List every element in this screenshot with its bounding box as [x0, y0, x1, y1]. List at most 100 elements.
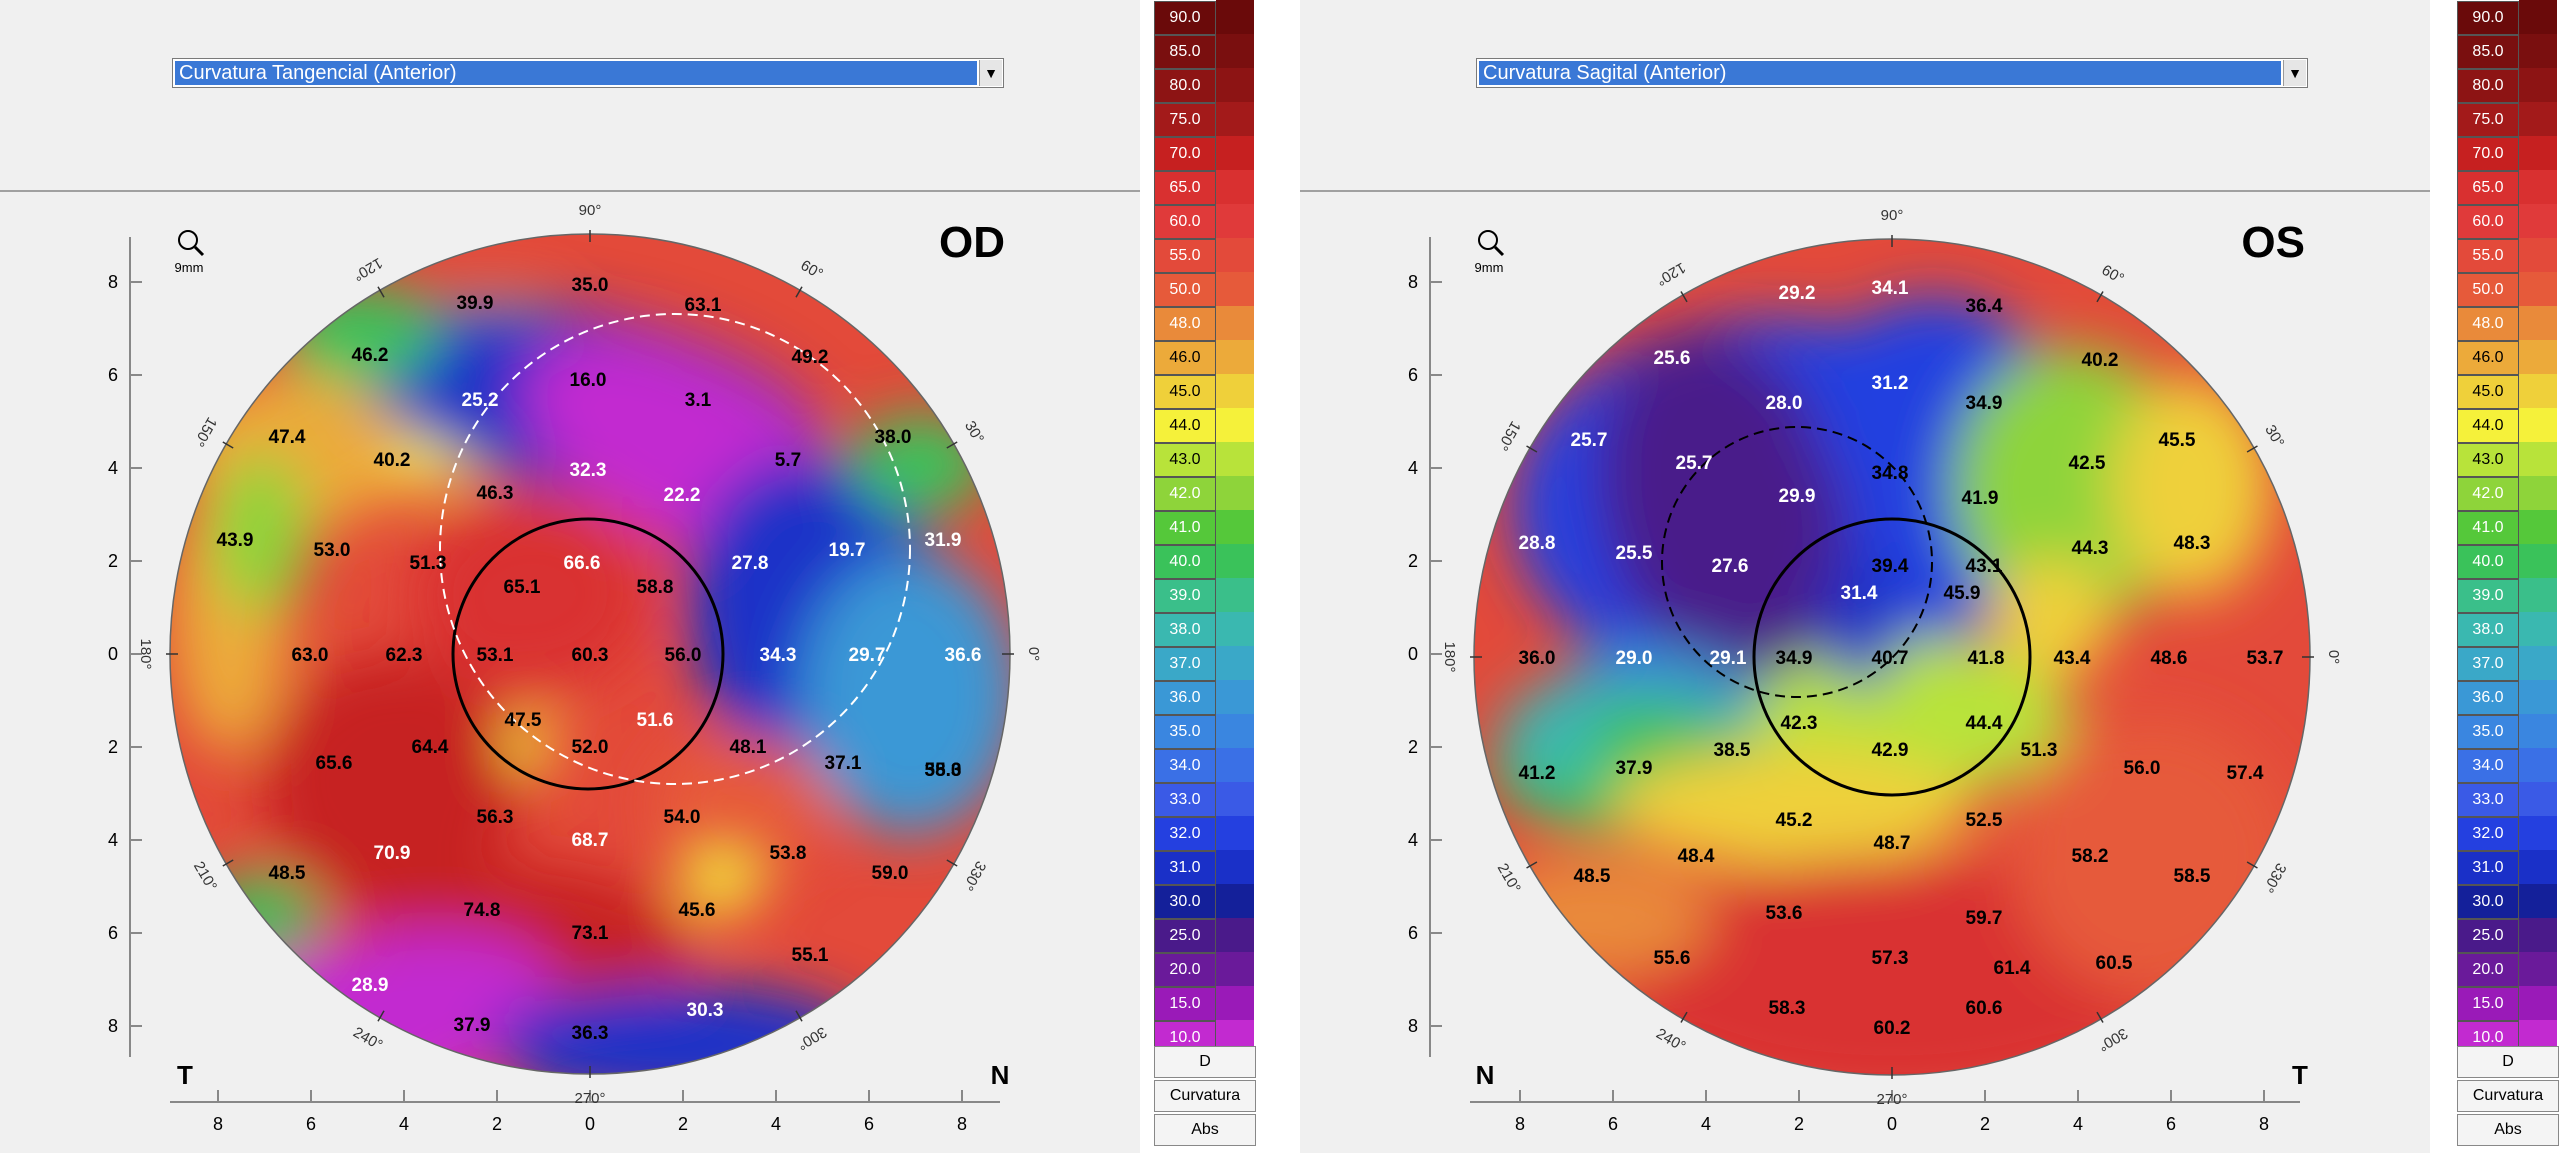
scale-row: 40.0 — [2455, 544, 2559, 579]
x-tick-label: 6 — [2166, 1114, 2176, 1134]
scale-label: 80.0 — [2457, 69, 2519, 103]
scale-type: Abs — [2457, 1114, 2559, 1146]
od-map-type-select[interactable]: Curvatura Tangencial (Anterior) ▼ — [172, 58, 1004, 88]
magnifier-icon — [178, 230, 198, 250]
map-value: 29.9 — [1779, 486, 1816, 507]
scale-swatch — [2519, 816, 2557, 850]
scale-swatch — [1216, 374, 1254, 408]
scale-label: 65.0 — [1154, 171, 1216, 205]
angle-label: 120° — [1653, 259, 1688, 289]
map-value: 55.6 — [1654, 948, 1691, 969]
scale-label: 39.0 — [1154, 579, 1216, 613]
map-region — [800, 554, 1010, 834]
scale-row: 70.0 — [2455, 136, 2559, 171]
scale-swatch — [1216, 340, 1254, 374]
scale-label: 39.0 — [2457, 579, 2519, 613]
angle-tick — [946, 859, 958, 867]
scale-row: 75.0 — [2455, 102, 2559, 137]
side-label-left: N — [1476, 1060, 1495, 1090]
scale-swatch — [2519, 782, 2557, 816]
scale-label: 37.0 — [2457, 647, 2519, 681]
color-map — [170, 234, 1010, 1074]
map-value: 34.9 — [1966, 393, 2003, 414]
y-tick-label: 0 — [108, 644, 118, 664]
map-value: 45.6 — [679, 900, 716, 921]
scale-label: 35.0 — [1154, 715, 1216, 749]
scale-row: 80.0 — [2455, 68, 2559, 103]
y-tick-label: 6 — [108, 365, 118, 385]
angle-tick — [2096, 291, 2104, 303]
map-value: 31.2 — [1872, 373, 1909, 394]
map-value: 48.5 — [1574, 866, 1611, 887]
chevron-down-icon[interactable]: ▼ — [2283, 60, 2306, 86]
scale-row: 20.0 — [2455, 952, 2559, 987]
angle-label: 240° — [1653, 1025, 1688, 1055]
scale-label: 31.0 — [2457, 851, 2519, 885]
scale-row: 90.0 — [2455, 0, 2559, 35]
chevron-down-icon[interactable]: ▼ — [979, 60, 1002, 86]
scale-label: 43.0 — [1154, 443, 1216, 477]
map-value: 52.0 — [572, 737, 609, 758]
scale-swatch — [1216, 476, 1254, 510]
scale-type: Abs — [1154, 1114, 1256, 1146]
y-tick-label: 8 — [108, 272, 118, 292]
scale-swatch — [2519, 68, 2557, 102]
scale-row: 43.0 — [2455, 442, 2559, 477]
x-tick-label: 2 — [1980, 1114, 1990, 1134]
side-label-left: T — [177, 1060, 193, 1090]
angle-label: 30° — [2261, 422, 2287, 450]
od-map-type-value: Curvatura Tangencial (Anterior) — [175, 61, 977, 85]
scale-row: 31.0 — [2455, 850, 2559, 885]
scale-swatch — [2519, 714, 2557, 748]
map-value: 59.7 — [1966, 908, 2003, 929]
scale-row: 36.0 — [1152, 680, 1256, 715]
map-value: 28.8 — [1519, 533, 1556, 554]
scale-label: 42.0 — [1154, 477, 1216, 511]
map-region — [1612, 747, 1972, 867]
map-value: 27.8 — [732, 553, 769, 574]
scale-swatch — [2519, 306, 2557, 340]
scale-row: 35.0 — [1152, 714, 1256, 749]
map-value: 63.0 — [292, 645, 329, 666]
scale-mode: Curvatura — [1154, 1080, 1256, 1112]
scale-swatch — [1216, 714, 1254, 748]
scale-row: 90.0 — [1152, 0, 1256, 35]
map-value: 36.4 — [1966, 296, 2003, 317]
scale-row: 33.0 — [2455, 782, 2559, 817]
scale-swatch — [1216, 0, 1254, 34]
map-value: 47.4 — [269, 427, 306, 448]
scale-label: 37.0 — [1154, 647, 1216, 681]
angle-tick — [2246, 445, 2258, 453]
scale-label: 30.0 — [1154, 885, 1216, 919]
scale-swatch — [1216, 204, 1254, 238]
magnifier-icon — [1478, 230, 1498, 250]
scale-swatch — [2519, 136, 2557, 170]
os-map-type-select[interactable]: Curvatura Sagital (Anterior) ▼ — [1476, 58, 2308, 88]
scale-label: 34.0 — [2457, 749, 2519, 783]
scale-swatch — [2519, 170, 2557, 204]
angle-tick — [2096, 1011, 2104, 1023]
angle-label: 270° — [574, 1090, 605, 1107]
scale-label: 70.0 — [2457, 137, 2519, 171]
scale-unit: D — [2457, 1046, 2559, 1078]
scale-row: 46.0 — [2455, 340, 2559, 375]
scale-swatch — [1216, 646, 1254, 680]
map-value: 53.8 — [770, 843, 807, 864]
map-value: 29.1 — [1710, 648, 1747, 669]
scale-row: 43.0 — [1152, 442, 1256, 477]
angle-tick — [2246, 861, 2258, 869]
scale-label: 85.0 — [2457, 35, 2519, 69]
y-tick-label: 2 — [108, 737, 118, 757]
scale-row: 42.0 — [2455, 476, 2559, 511]
map-value: 58.3 — [1769, 998, 1806, 1019]
scale-swatch — [2519, 544, 2557, 578]
scale-swatch — [1216, 510, 1254, 544]
scale-swatch — [2519, 680, 2557, 714]
angle-label: 60° — [798, 257, 826, 283]
map-value: 59.0 — [872, 863, 909, 884]
map-value: 51.3 — [410, 553, 447, 574]
map-value: 66.6 — [564, 553, 601, 574]
map-value: 25.7 — [1571, 430, 1608, 451]
scale-row: 44.0 — [2455, 408, 2559, 443]
scale-row: 40.0 — [1152, 544, 1256, 579]
